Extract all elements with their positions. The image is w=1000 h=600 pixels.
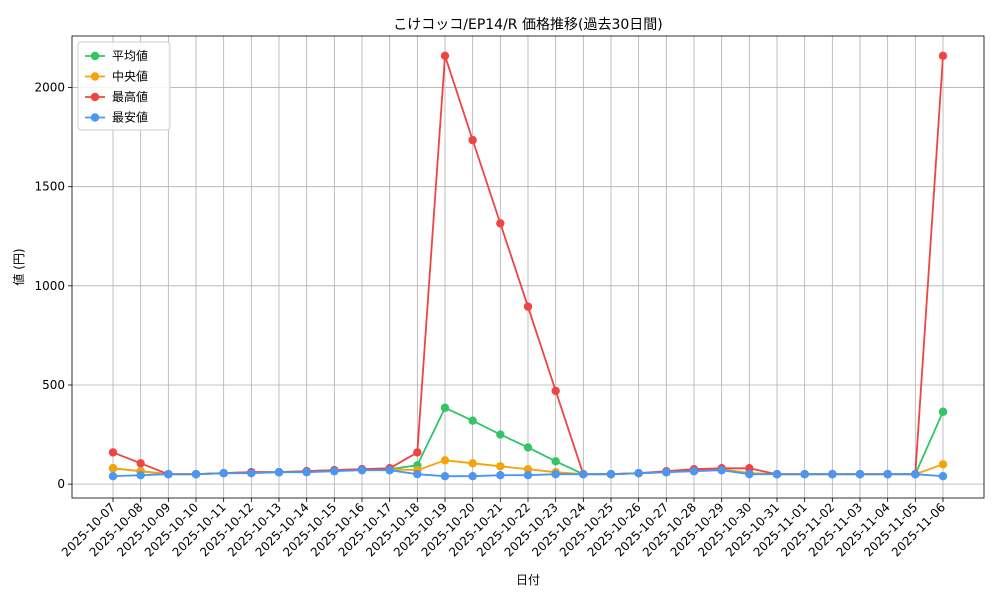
legend-label: 最安値 [112,110,148,125]
data-point [911,470,920,479]
y-tick-label: 1000 [34,279,65,293]
data-point [523,470,533,480]
x-axis-label: 日付 [516,573,540,587]
data-point [496,462,505,471]
data-point [108,448,118,457]
data-point [219,469,228,478]
data-point [330,467,339,476]
data-point [496,219,505,228]
y-tick-label: 1500 [34,180,65,194]
legend-frame [77,41,171,131]
data-point [634,469,643,478]
data-point [247,469,256,478]
data-point [468,416,477,425]
data-point [662,468,671,477]
data-point [551,457,560,466]
x-axis-ticks: 2025-10-072025-10-082025-10-092025-10-10… [59,498,948,559]
legend-label: 中央値 [112,69,148,84]
data-point [523,302,533,311]
data-point [523,443,533,452]
y-tick-label: 2000 [34,81,65,95]
data-point [745,464,754,473]
data-point [191,470,201,479]
data-point [496,470,505,480]
data-point [551,470,560,479]
data-point [413,448,422,457]
data-point [523,465,533,474]
data-point [717,466,726,475]
data-point [108,464,118,473]
data-point [136,459,145,468]
data-point [938,471,948,481]
data-point [302,468,311,477]
data-point [385,466,394,475]
grid-lines [72,36,984,498]
data-point [579,470,588,479]
data-point [800,470,809,479]
data-point [772,470,782,479]
series-4b96ef [108,466,948,481]
data-point [938,51,948,61]
legend-marker [90,92,100,102]
data-point [606,470,616,479]
data-point [357,466,367,475]
data-point [440,471,450,481]
data-point [468,471,477,481]
y-tick-label: 0 [57,477,65,491]
legend-label: 平均値 [112,48,148,63]
data-point [938,407,948,416]
chart-title: こけコッコ/EP14/R 価格推移(過去30日間) [393,17,662,33]
data-point [440,456,450,465]
data-point [440,51,450,61]
data-point [689,467,699,476]
data-point [108,471,118,481]
data-point [938,460,948,469]
data-point [468,135,477,145]
data-point [855,470,865,479]
y-tick-label: 500 [42,378,65,392]
data-point [496,430,505,439]
data-point [551,386,560,396]
data-point [468,459,477,468]
y-axis-label: 値 (円) [11,248,26,285]
data-point [440,403,450,412]
data-point [136,470,145,480]
legend-marker [90,51,100,61]
data-point [164,470,173,479]
data-point [883,470,892,479]
data-point [828,470,837,479]
legend-marker [90,113,100,122]
series-layer [108,51,948,481]
legend-label: 最高値 [112,89,148,104]
data-point [413,470,422,479]
y-axis-ticks: 0 500 1000 1500 2000 [34,81,72,491]
data-point [745,470,754,479]
legend-marker [90,72,100,81]
data-point [274,468,284,477]
